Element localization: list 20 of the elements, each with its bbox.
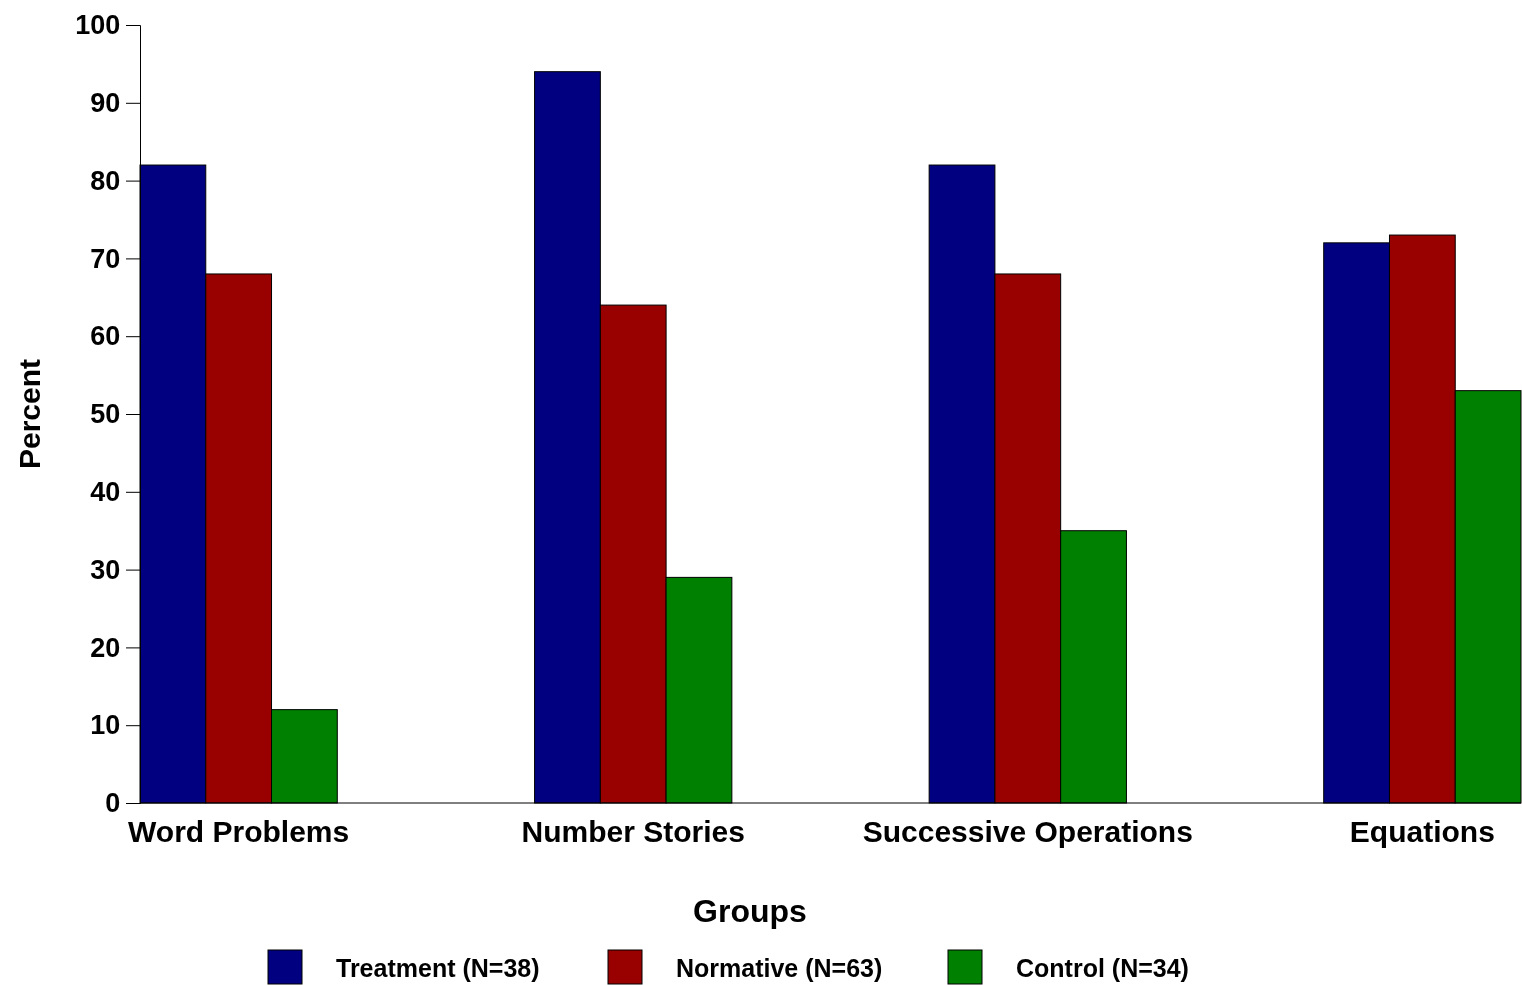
x-tick-label: Word Problems <box>128 815 350 848</box>
y-tick-label: 50 <box>90 399 121 430</box>
x-tick-label: Number Stories <box>521 815 745 848</box>
x-tick-label: Equations <box>1349 815 1495 848</box>
x-axis-title: Groups <box>693 893 807 929</box>
legend-label: Normative (N=63) <box>676 954 883 982</box>
y-tick-label: 20 <box>90 632 121 663</box>
y-tick-label: 60 <box>90 321 121 352</box>
y-tick-label: 80 <box>90 165 121 196</box>
y-tick-label: 40 <box>90 476 121 507</box>
y-tick-label: 90 <box>90 87 121 118</box>
y-tick-label: 0 <box>105 788 121 819</box>
legend-label: Control (N=34) <box>1016 954 1189 982</box>
y-axis-title: Percent <box>13 358 46 470</box>
y-tick-label: 70 <box>90 243 121 274</box>
x-tick-label: Successive Operations <box>862 815 1193 848</box>
legend-label: Treatment (N=38) <box>336 954 540 982</box>
y-tick-label: 100 <box>75 10 121 41</box>
y-tick-label: 10 <box>90 710 121 741</box>
y-tick-label: 30 <box>90 554 121 585</box>
